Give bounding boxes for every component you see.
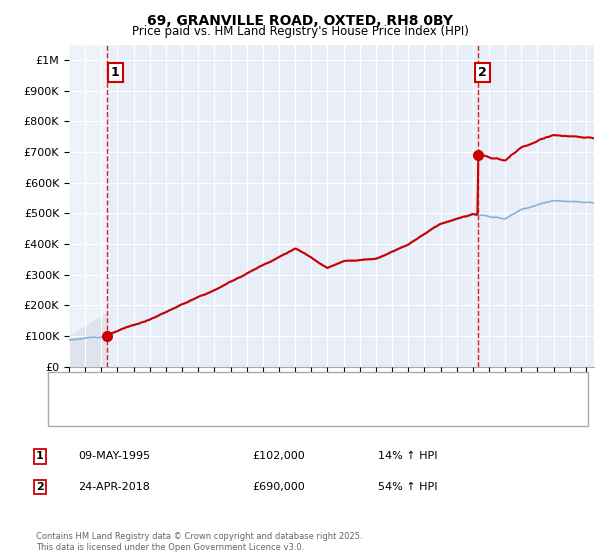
Text: £690,000: £690,000 [252, 482, 305, 492]
Text: 2: 2 [36, 482, 44, 492]
Text: 24-APR-2018: 24-APR-2018 [78, 482, 150, 492]
Text: ——: —— [63, 404, 91, 418]
Text: 1: 1 [36, 451, 44, 461]
Text: 54% ↑ HPI: 54% ↑ HPI [378, 482, 437, 492]
Text: Contains HM Land Registry data © Crown copyright and database right 2025.
This d: Contains HM Land Registry data © Crown c… [36, 532, 362, 552]
Text: 1: 1 [110, 66, 119, 78]
Text: Price paid vs. HM Land Registry's House Price Index (HPI): Price paid vs. HM Land Registry's House … [131, 25, 469, 38]
Text: ——: —— [63, 380, 91, 394]
Text: 09-MAY-1995: 09-MAY-1995 [78, 451, 150, 461]
Text: 69, GRANVILLE ROAD, OXTED, RH8 0BY (semi-detached house): 69, GRANVILLE ROAD, OXTED, RH8 0BY (semi… [93, 382, 421, 393]
Text: £102,000: £102,000 [252, 451, 305, 461]
Text: 69, GRANVILLE ROAD, OXTED, RH8 0BY: 69, GRANVILLE ROAD, OXTED, RH8 0BY [147, 14, 453, 28]
Text: HPI: Average price, semi-detached house, Tandridge: HPI: Average price, semi-detached house,… [93, 405, 366, 416]
Text: 2: 2 [478, 66, 487, 78]
Text: 14% ↑ HPI: 14% ↑ HPI [378, 451, 437, 461]
